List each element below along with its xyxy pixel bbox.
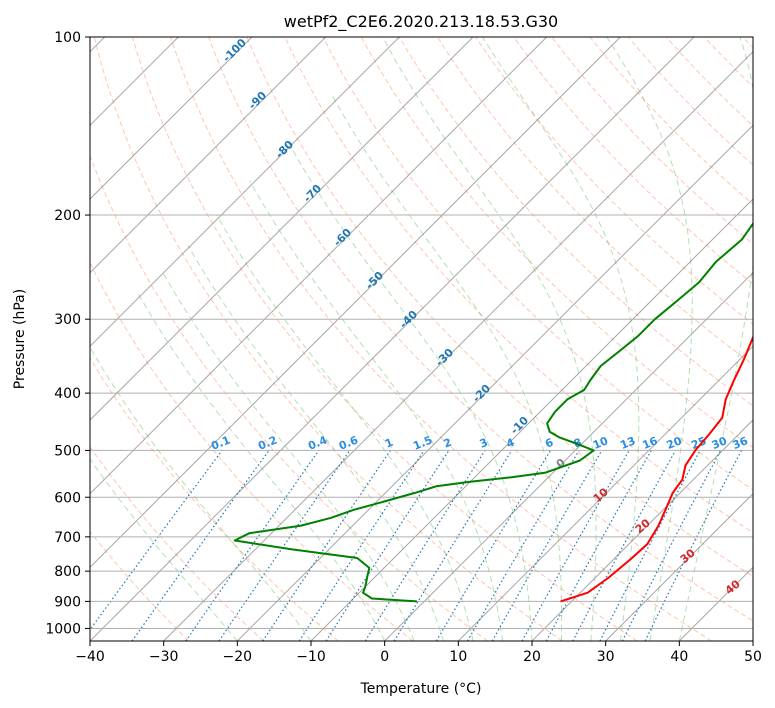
mixing-ratio-line [393,450,513,641]
y-tick-label: 1000 [45,621,81,637]
y-tick-label: 500 [54,443,81,459]
moist-adiabat-line [606,37,693,641]
dry-adiabats [90,37,753,641]
mixing-ratio-line [572,450,677,641]
x-tick-label: −30 [149,649,179,665]
x-tick-label: 50 [744,649,762,665]
moist-adiabat-line [382,37,597,641]
dry-adiabat-line [90,154,488,641]
dry-adiabat-line [208,37,753,622]
isotherm-line [90,37,400,348]
mixing-ratio-line [545,450,652,641]
mixing-ratio-line [131,450,270,641]
x-axis-label: Temperature (°C) [360,681,482,697]
x-tick-label: 40 [670,649,688,665]
dry-adiabat-line [90,445,264,641]
moist-adiabat-line [137,291,386,641]
moist-adiabat-line [678,37,753,641]
isotherm-line [310,198,753,641]
mixing-ratio-label: 1 [383,436,395,451]
mixing-ratio-lines [90,450,743,641]
y-axis-ticks: 1000 900 800 700 600 500 400 300 200 100 [45,30,90,637]
temperature-profile-line [560,334,753,603]
x-tick-label: 0 [380,649,389,665]
moist-adiabat-line [481,37,640,641]
isotherm-line [163,50,753,641]
x-tick-label: −10 [296,649,326,665]
isotherm-line [90,37,621,569]
mixing-ratio-line [218,450,351,641]
isobar-gridlines [90,37,753,629]
dry-adiabat-line [475,37,753,325]
y-tick-label: 200 [54,208,81,224]
dewpoint-profile-line [233,221,753,603]
moist-adiabat-line [90,458,238,641]
plot-frame [89,36,754,642]
moist-adiabat-line [162,272,415,641]
mixing-ratio-label: 20 [665,434,684,452]
y-tick-label: 400 [54,386,81,402]
isotherm-line [90,37,327,274]
y-tick-label: 800 [54,564,81,580]
x-tick-label: −20 [223,649,253,665]
dry-adiabat-line [131,37,638,641]
plot-area-background [90,37,753,641]
mixing-ratio-line [185,450,320,641]
x-tick-label: 30 [597,649,615,665]
mixing-ratio-label: 3 [478,436,490,451]
moist-adiabat-line [249,180,503,641]
mixing-ratio-label: 8 [572,436,584,451]
mixing-ratio-label: 36 [731,434,750,452]
mixing-ratio-line [521,450,630,641]
isotherm-line [752,640,753,641]
isotherm-line [90,37,253,200]
x-axis-ticks: −40 −30 −20 −10 0 10 20 30 40 50 [75,641,762,665]
mixing-ratio-label: 13 [618,434,637,452]
chart-title: wetPf2_C2E6.2020.213.18.53.G30 [284,12,558,32]
mixing-ratio-label: 25 [689,434,708,452]
isotherm-line [384,271,753,641]
mixing-ratio-line [644,450,743,641]
mixing-ratio-line [325,450,450,641]
dry-adiabat-line [436,37,753,366]
y-tick-label: 900 [54,594,81,610]
isotherm-line [90,37,474,421]
profile-series [233,221,753,603]
mixing-ratio-label: 16 [640,434,659,452]
moist-adiabat-line [187,245,445,641]
dry-adiabat-line [90,357,339,641]
isotherm-line [457,345,753,641]
y-axis-label: Pressure (hPa) [12,289,28,389]
isotherm-line [90,37,548,495]
y-tick-label: 700 [54,530,81,546]
dry-adiabat-line [360,37,753,449]
dry-adiabat-line [284,37,753,534]
dry-adiabat-line [170,37,712,641]
x-tick-label: 20 [523,649,541,665]
dry-adiabat-line [322,37,753,491]
x-tick-label: 10 [449,649,467,665]
dry-adiabat-line [93,37,563,641]
dry-adiabat-line [90,530,190,641]
mixing-ratio-label: 10 [591,434,610,452]
mixing-ratio-label: 30 [710,434,729,452]
moist-adiabat-line [216,214,474,641]
isotherm-line [236,124,753,641]
x-tick-label: −40 [75,649,105,665]
y-tick-label: 300 [54,312,81,328]
isotherm-line [605,492,753,641]
y-tick-label: 100 [54,30,81,46]
mixing-ratio-line [621,450,722,641]
mixing-ratio-line [262,450,391,641]
mixing-ratio-line [298,450,425,641]
dry-adiabat-line [90,261,414,641]
y-tick-label: 600 [54,490,81,506]
skewed-isotherms [90,37,753,641]
isotherm-line [531,419,753,641]
mixing-ratio-label: 2 [442,436,454,451]
mixing-ratio-line [90,450,223,631]
isotherm-line [90,37,695,641]
